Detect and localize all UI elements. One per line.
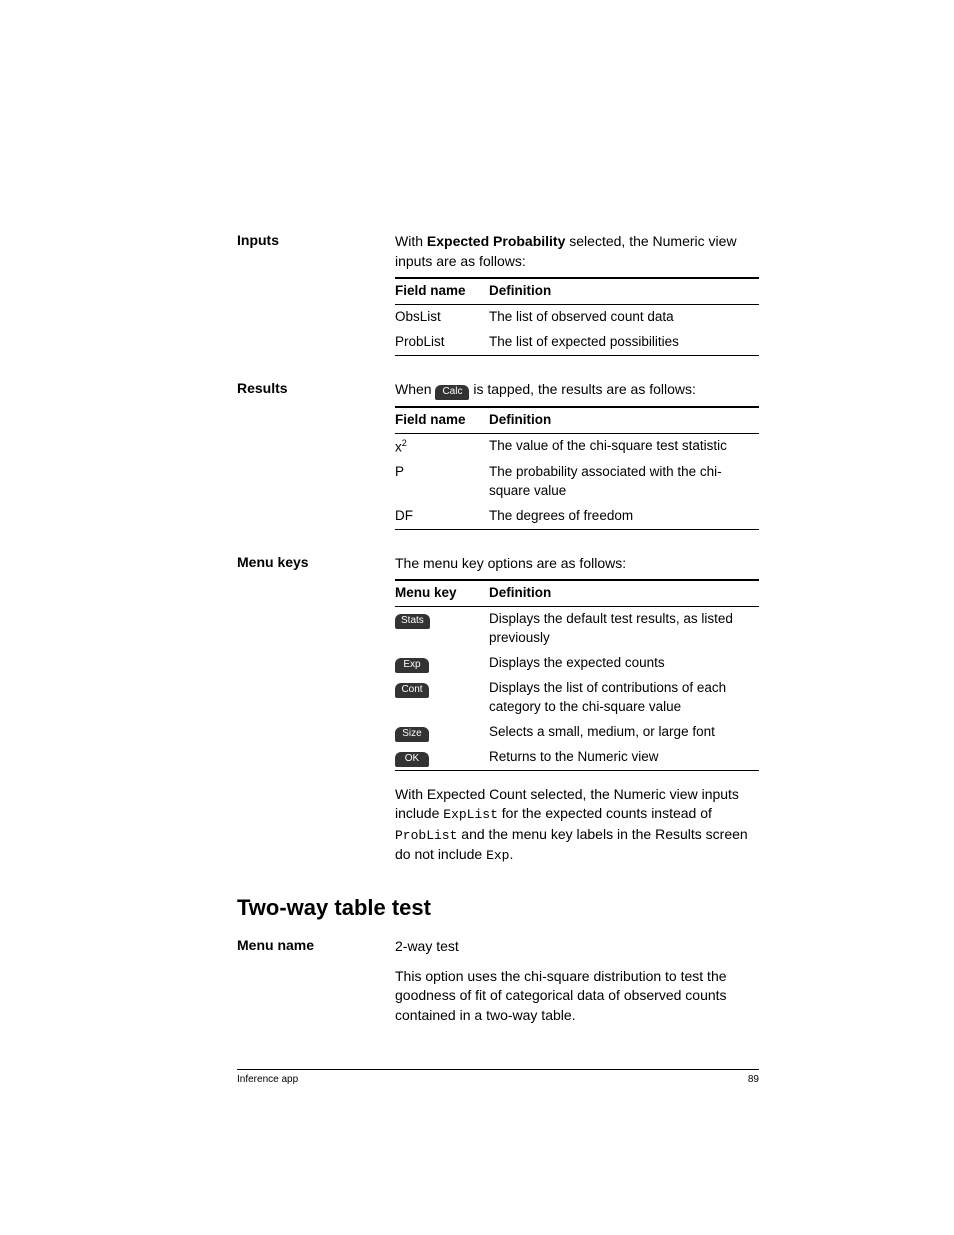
menu-name-label: Menu name [237, 937, 395, 953]
field-cell: ObsList [395, 305, 489, 330]
field-cell: DF [395, 504, 489, 529]
note-text: . [509, 846, 513, 862]
note-mono: ProbList [395, 828, 457, 843]
menu-th-key: Menu key [395, 580, 489, 606]
table-row: Cont Displays the list of contributions … [395, 676, 759, 720]
menu-key-cell: Size [395, 720, 489, 745]
results-section: Results When Calc is tapped, the results… [237, 380, 759, 544]
def-cell: Displays the expected counts [489, 651, 759, 676]
table-row: ProbList The list of expected possibilit… [395, 330, 759, 355]
menu-intro: The menu key options are as follows: [395, 555, 626, 571]
inputs-label: Inputs [237, 232, 395, 248]
section-title: Two-way table test [237, 895, 759, 921]
stats-button-icon: Stats [395, 614, 430, 629]
menu-key-cell: Exp [395, 651, 489, 676]
menu-name-value: 2-way test [395, 937, 759, 957]
table-row: x2 The value of the chi-square test stat… [395, 433, 759, 460]
field-cell: P [395, 460, 489, 504]
table-row: OK Returns to the Numeric view [395, 745, 759, 771]
def-cell: The degrees of freedom [489, 504, 759, 529]
field-cell: ProbList [395, 330, 489, 355]
results-intro-pre: When [395, 381, 435, 397]
table-row: ObsList The list of observed count data [395, 305, 759, 330]
results-content: When Calc is tapped, the results are as … [395, 380, 759, 544]
footer-left: Inference app [237, 1074, 298, 1085]
field-cell: x2 [395, 433, 489, 460]
menu-keys-label: Menu keys [237, 554, 395, 570]
table-row: Size Selects a small, medium, or large f… [395, 720, 759, 745]
menu-key-cell: Cont [395, 676, 489, 720]
def-cell: Returns to the Numeric view [489, 745, 759, 771]
document-page: Inputs With Expected Probability selecte… [0, 0, 954, 1235]
menu-key-cell: OK [395, 745, 489, 771]
results-table: Field name Definition x2 The value of th… [395, 406, 759, 530]
menu-note: With Expected Count selected, the Numeri… [395, 785, 759, 865]
menu-name-row: Menu name 2-way test [237, 937, 759, 957]
page-footer: Inference app 89 [237, 1069, 759, 1085]
def-cell: The list of observed count data [489, 305, 759, 330]
size-button-icon: Size [395, 727, 429, 742]
menu-keys-section: Menu keys The menu key options are as fo… [237, 554, 759, 865]
def-cell: Selects a small, medium, or large font [489, 720, 759, 745]
inputs-content: With Expected Probability selected, the … [395, 232, 759, 370]
inputs-th-field: Field name [395, 278, 489, 304]
def-cell: Displays the default test results, as li… [489, 607, 759, 651]
calc-button-icon: Calc [435, 385, 469, 400]
results-intro-post: is tapped, the results are as follows: [469, 381, 695, 397]
inputs-section: Inputs With Expected Probability selecte… [237, 232, 759, 370]
inputs-intro-pre: With [395, 233, 427, 249]
inputs-table: Field name Definition ObsList The list o… [395, 277, 759, 356]
ok-button-icon: OK [395, 752, 429, 767]
inputs-th-def: Definition [489, 278, 759, 304]
section-desc-row: This option uses the chi-square distribu… [237, 967, 759, 1026]
def-cell: Displays the list of contributions of ea… [489, 676, 759, 720]
table-row: Stats Displays the default test results,… [395, 607, 759, 651]
note-mono: ExpList [443, 807, 498, 822]
footer-page-number: 89 [748, 1074, 759, 1085]
results-th-def: Definition [489, 407, 759, 433]
table-row: P The probability associated with the ch… [395, 460, 759, 504]
results-th-field: Field name [395, 407, 489, 433]
cont-button-icon: Cont [395, 683, 429, 698]
def-cell: The list of expected possibilities [489, 330, 759, 355]
menu-key-cell: Stats [395, 607, 489, 651]
menu-th-def: Definition [489, 580, 759, 606]
section-desc: This option uses the chi-square distribu… [395, 967, 759, 1026]
menu-table: Menu key Definition Stats Displays the d… [395, 579, 759, 770]
exp-button-icon: Exp [395, 658, 429, 673]
note-text: for the expected counts instead of [498, 805, 712, 821]
table-row: DF The degrees of freedom [395, 504, 759, 529]
inputs-intro-bold: Expected Probability [427, 233, 565, 249]
def-cell: The value of the chi-square test statist… [489, 433, 759, 460]
results-label: Results [237, 380, 395, 396]
menu-keys-content: The menu key options are as follows: Men… [395, 554, 759, 865]
table-row: Exp Displays the expected counts [395, 651, 759, 676]
note-mono: Exp [486, 848, 509, 863]
def-cell: The probability associated with the chi-… [489, 460, 759, 504]
